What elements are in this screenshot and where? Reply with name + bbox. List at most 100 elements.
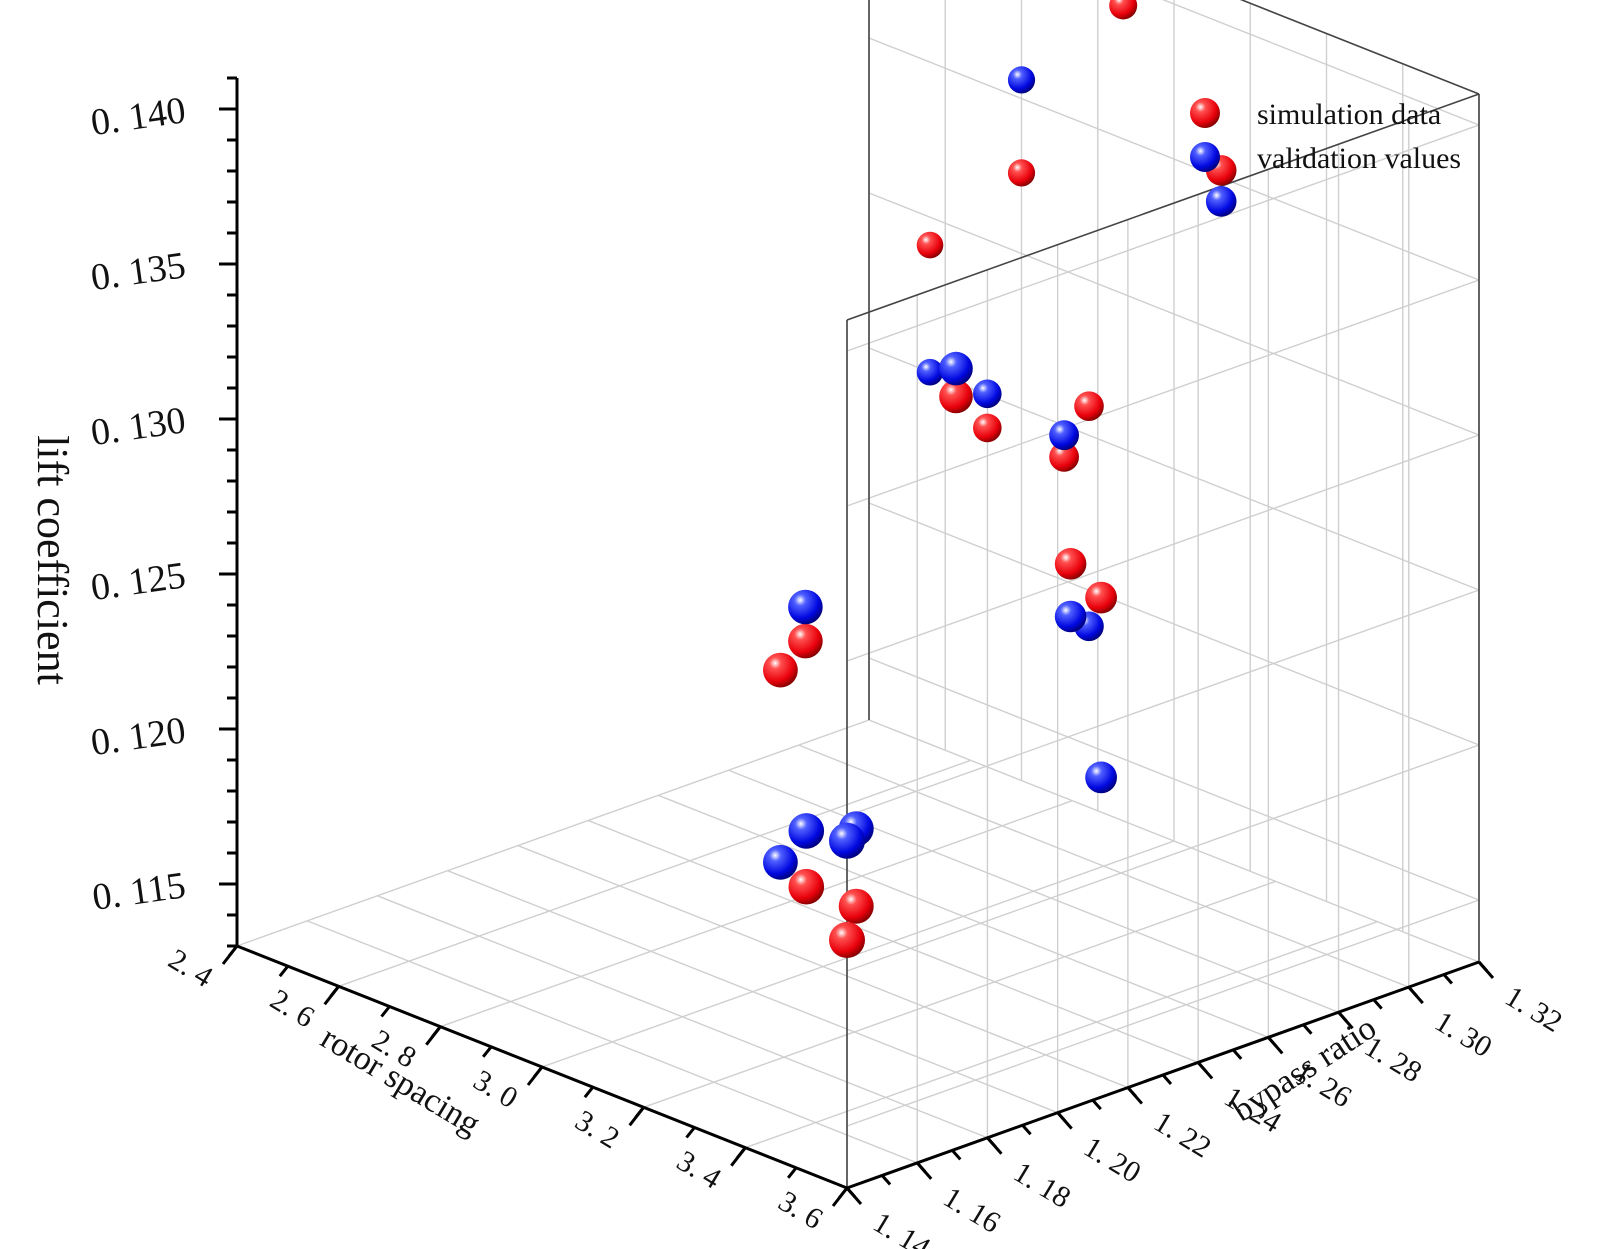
data-points [763, 0, 1237, 958]
y-axis-minor-tick [1372, 998, 1383, 1010]
y-axis-minor-tick [951, 1149, 962, 1161]
x-axis-minor-tick [583, 1086, 595, 1099]
y-axis-tick [986, 1136, 1003, 1155]
x-tick-label: 3. 6 [773, 1185, 829, 1236]
z-tick-label: 0. 140 [88, 89, 188, 144]
gridline-floor-y [728, 769, 1339, 1013]
gridline-floor-y [377, 895, 988, 1139]
simulation-data-point [1109, 0, 1138, 20]
x-axis-minor-tick [685, 1126, 696, 1139]
y-axis-minor-tick [1302, 1023, 1313, 1035]
validation-value-point [939, 351, 973, 386]
axes: 0. 115 0. 120 0. 125 0. 130 0. 135 0. 140 2. 4… [88, 76, 1568, 1249]
gridline-floor-y [868, 719, 1480, 963]
z-tick-label: 0. 115 [90, 864, 189, 919]
y-tick-label: 1. 30 [1429, 1005, 1497, 1064]
validation-value-point [763, 844, 798, 880]
gridline-sidewall-horizontal [868, 37, 1480, 281]
gridline-sidewall-horizontal [868, 657, 1480, 901]
y-axis-tick [1407, 986, 1424, 1005]
y-tick-label: 1. 22 [1148, 1105, 1216, 1164]
z-tick-label: 0. 135 [88, 244, 188, 299]
x-axis-tick [323, 985, 340, 1006]
simulation-data-point [1054, 548, 1087, 580]
z-tick-label: 0. 130 [88, 399, 188, 454]
validation-value-point [1049, 420, 1079, 451]
y-axis-tick [1056, 1111, 1073, 1130]
gridline-floor-x [338, 759, 971, 987]
y-tick-label: 1. 16 [938, 1181, 1006, 1240]
validation-value-point [1205, 186, 1237, 217]
legend-marker-validation [1190, 142, 1220, 172]
simulation-data-point [788, 868, 825, 905]
x-tick-label: 2. 6 [264, 983, 320, 1034]
x-axis-tick [221, 945, 239, 965]
gridline-backwall-horizontal [846, 744, 1480, 972]
legend: simulation data validation values [1190, 98, 1461, 175]
gridline-backwall-horizontal [846, 434, 1480, 662]
simulation-data-point [829, 922, 865, 958]
legend-marker-simulation [1190, 98, 1220, 128]
x-axis-minor-tick [278, 965, 290, 978]
y-axis-minor-tick [1091, 1099, 1102, 1111]
gridline-backwall-horizontal [846, 589, 1480, 817]
y-axis-minor-tick [1161, 1074, 1173, 1085]
simulation-data-point [973, 413, 1002, 443]
box-edge-top-right [846, 93, 1480, 321]
gridline-floor-x [236, 719, 870, 947]
simulation-data-point [916, 231, 944, 259]
x-tick-label: 3. 2 [569, 1104, 625, 1155]
x-axis-minor-tick [380, 1005, 391, 1018]
gridline-floor-y [587, 819, 1199, 1064]
gridline-floor-x [440, 800, 1073, 1028]
y-tick-label: 1. 14 [867, 1206, 935, 1249]
z-tick-label: 0. 120 [88, 709, 188, 764]
z-axis-label: lift coefficient [28, 435, 77, 685]
simulation-data-point [838, 888, 874, 924]
simulation-data-point [939, 379, 973, 414]
x-axis-minor-tick [786, 1166, 798, 1179]
legend-label-validation: validation values [1257, 142, 1461, 175]
validation-value-point [1085, 761, 1117, 794]
validation-value-point [1054, 600, 1087, 633]
simulation-data-point [1007, 159, 1036, 187]
gridline-backwall-horizontal [846, 124, 1480, 352]
y-axis-tick [1337, 1011, 1354, 1030]
y-axis-minor-tick [880, 1174, 892, 1186]
y-axis-minor-tick [1021, 1124, 1032, 1136]
gridline-sidewall-horizontal [1162, 0, 1480, 126]
gridline-floor-y [447, 870, 1058, 1114]
y-tick-label: 1. 18 [1008, 1155, 1076, 1214]
gridline-sidewall-horizontal [868, 502, 1480, 746]
x-axis-tick [730, 1146, 747, 1167]
simulation-data-point [1074, 391, 1104, 422]
z-tick-label: 0. 125 [88, 554, 188, 609]
x-tick-label: 3. 4 [671, 1144, 727, 1195]
y-axis-tick [1126, 1086, 1144, 1105]
x-axis-minor-tick [481, 1045, 493, 1058]
validation-value-point [829, 822, 865, 859]
validation-value-point [788, 813, 825, 849]
legend-label-simulation: simulation data [1257, 98, 1441, 131]
x-axis-tick [831, 1187, 849, 1207]
y-tick-label: 1. 32 [1499, 980, 1567, 1039]
y-axis-tick [1267, 1036, 1284, 1055]
simulation-data-point [788, 623, 823, 659]
y-axis-tick [1477, 961, 1495, 979]
validation-value-point [916, 358, 944, 386]
gridline-backwall-horizontal [846, 279, 1480, 507]
y-axis-tick [916, 1161, 933, 1180]
x-tick-label: 2. 4 [163, 943, 219, 994]
gridline-floor-y [658, 794, 1269, 1038]
validation-value-point [1007, 66, 1036, 94]
simulation-data-point [763, 652, 798, 688]
gridlines [236, 0, 1480, 1189]
x-axis-tick [526, 1066, 544, 1086]
gridline-floor-y [798, 744, 1410, 988]
y-axis-tick [1196, 1061, 1214, 1080]
gridline-floor-y [306, 920, 918, 1164]
box-edge-top-back [1239, 0, 1480, 95]
validation-value-point [788, 589, 823, 625]
y-axis-tick [845, 1187, 863, 1205]
